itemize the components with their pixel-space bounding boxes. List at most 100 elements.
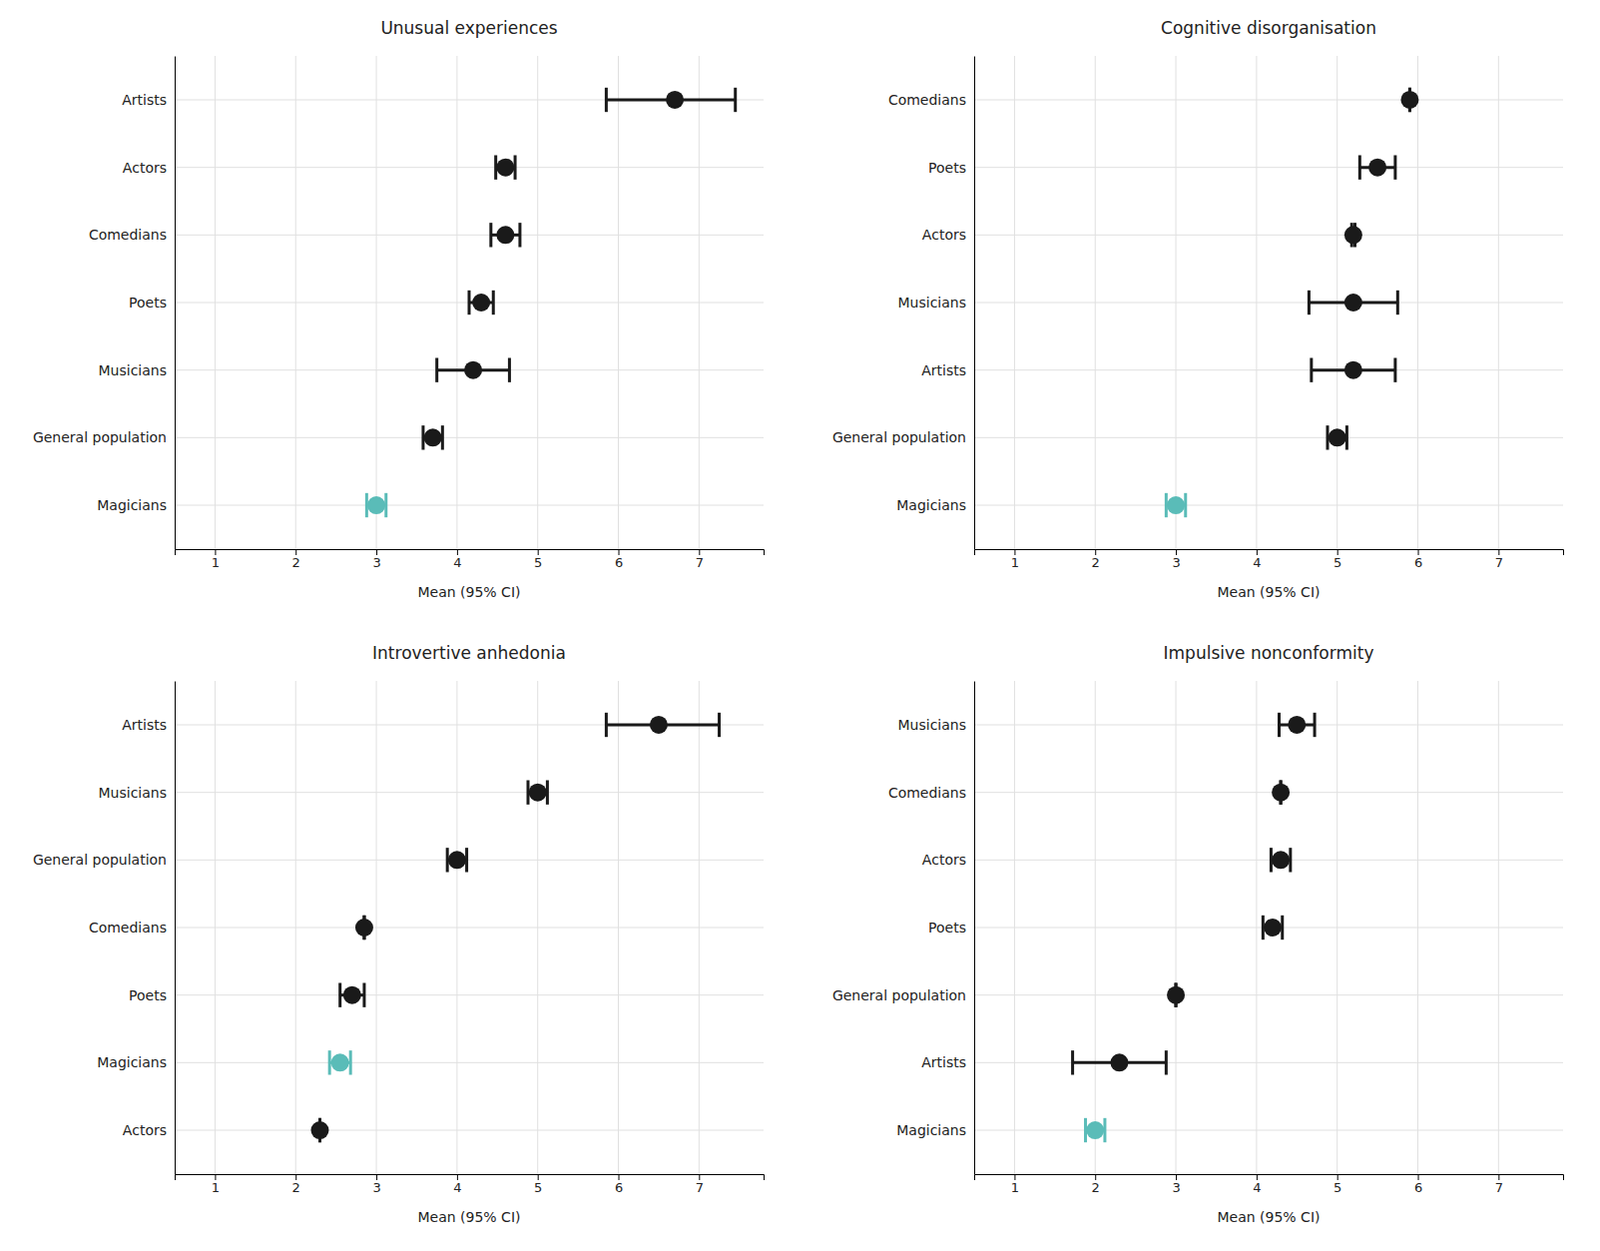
tick: 5 [533, 548, 542, 570]
error-cap [328, 1050, 332, 1074]
dot [1344, 361, 1363, 380]
tick: Actors [922, 851, 975, 868]
tick-label: 3 [372, 554, 381, 570]
x-axis: 1234567 [175, 1173, 765, 1195]
grid-line-category [174, 1062, 764, 1064]
error-bar-group [447, 847, 467, 872]
tick: 3 [372, 548, 381, 570]
tick-label: Poets [928, 159, 967, 176]
tick: 6 [1414, 548, 1423, 570]
tick-mark [295, 548, 297, 555]
dot [367, 496, 386, 515]
tick: Poets [128, 294, 175, 311]
tick: Magicians [896, 1121, 975, 1138]
error-bar-group [366, 493, 386, 518]
tick-label: 1 [211, 1179, 220, 1195]
error-cap [1358, 154, 1362, 179]
tick-label: Artists [921, 1054, 967, 1070]
error-bar-group [355, 915, 374, 940]
marks [1165, 87, 1419, 518]
tick-label: Actors [922, 226, 967, 243]
y-axis: ArtistsMusiciansGeneral populationComedi… [32, 681, 176, 1175]
grid [174, 55, 764, 549]
tick-label: 2 [292, 1179, 301, 1195]
panel: 1234567MusiciansComediansActorsPoetsGene… [832, 642, 1565, 1225]
dot [310, 1120, 329, 1139]
tick-mark [1418, 1173, 1420, 1180]
tick-mark [214, 548, 216, 555]
tick-label: 1 [1011, 1179, 1020, 1195]
grid-line-category [974, 437, 1564, 439]
tick-label: 2 [1091, 554, 1100, 570]
tick-label: General population [32, 429, 167, 446]
tick-label: 5 [533, 1179, 542, 1195]
tick-label: 3 [372, 1179, 381, 1195]
tick-mark [1418, 548, 1420, 555]
tick: 2 [292, 1173, 301, 1195]
tick-label: Musicians [898, 716, 967, 733]
tick: General population [832, 987, 975, 1004]
grid-line-category [974, 98, 1564, 100]
error-cap [1307, 290, 1311, 315]
error-cap [362, 982, 366, 1007]
error-cap [733, 87, 737, 112]
error-cap [492, 290, 496, 315]
error-bar-group [1311, 357, 1396, 382]
tick-mark [618, 1173, 620, 1180]
dot [331, 1053, 350, 1071]
tick-label: 1 [211, 554, 220, 570]
tick: 6 [614, 548, 623, 570]
tick-mark [1094, 548, 1096, 555]
grid-line-category [974, 166, 1564, 168]
tick: General population [832, 429, 975, 446]
dot [1368, 158, 1387, 177]
grid-line-category [174, 234, 764, 236]
axis-line [975, 1174, 1565, 1181]
error-cap [349, 1050, 353, 1074]
panel: 1234567ArtistsMusiciansGeneral populatio… [32, 642, 765, 1225]
error-bar-group [1327, 425, 1347, 450]
tick: 1 [211, 548, 220, 570]
tick-label: 3 [1171, 554, 1180, 570]
dot [529, 783, 547, 802]
dot [1263, 918, 1282, 937]
axis-line [975, 549, 1565, 556]
marks [310, 712, 719, 1142]
dot [1166, 986, 1185, 1005]
grid-line-category [174, 505, 764, 507]
error-bar-group [496, 154, 516, 179]
dot [1344, 293, 1363, 312]
error-cap [717, 712, 721, 737]
tick-label: 3 [1171, 1179, 1180, 1195]
error-cap [1164, 1050, 1168, 1074]
y-axis: MusiciansComediansActorsPoetsGeneral pop… [832, 681, 976, 1175]
error-bar-group [1166, 982, 1185, 1007]
axis-title: Mean (95% CI) [418, 1208, 522, 1225]
error-cap [468, 290, 472, 315]
tick: 5 [1333, 548, 1342, 570]
error-cap [435, 357, 439, 382]
tick: Comedians [88, 919, 175, 936]
tick-label: Magicians [896, 1121, 967, 1138]
tick-mark [457, 548, 459, 555]
tick: 4 [1252, 548, 1261, 570]
dot [472, 293, 491, 312]
error-bar-group [605, 712, 719, 737]
grid [174, 680, 764, 1174]
tick-label: 6 [1414, 1179, 1423, 1195]
tick-label: Comedians [88, 226, 167, 243]
tick-mark [1498, 1173, 1500, 1180]
tick-mark [1337, 1173, 1339, 1180]
tick-mark [1014, 1173, 1016, 1180]
tick: Artists [921, 362, 975, 379]
tick-label: Artists [921, 362, 967, 379]
tick-label: Musicians [98, 784, 167, 801]
error-bar-group [437, 357, 511, 382]
tick-label: 2 [1091, 1179, 1100, 1195]
error-bar-group [1271, 779, 1290, 804]
tick-label: Poets [128, 294, 167, 311]
error-bar-group [491, 222, 521, 247]
tick: Magicians [96, 497, 175, 514]
error-bar-group [1165, 493, 1185, 518]
error-cap [518, 222, 522, 247]
